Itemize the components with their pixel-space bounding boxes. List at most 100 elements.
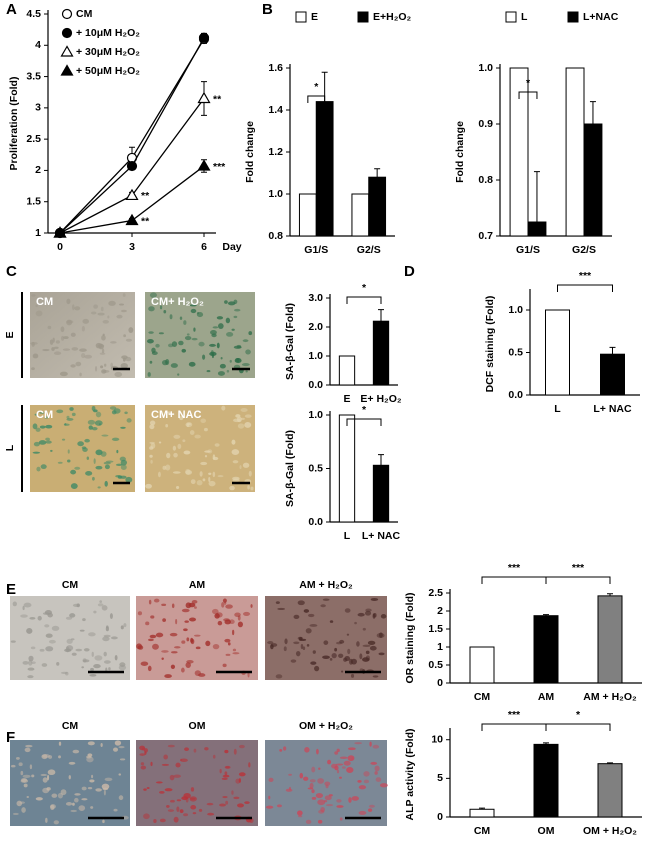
texture-dot bbox=[231, 449, 240, 456]
texture-dot bbox=[19, 801, 25, 804]
texture-dot bbox=[114, 654, 118, 661]
texture-dot bbox=[10, 640, 16, 643]
texture-dot bbox=[343, 760, 351, 766]
texture-dot bbox=[75, 648, 83, 652]
texture-dot bbox=[104, 480, 108, 487]
texture-dot bbox=[193, 634, 201, 637]
texture-dot bbox=[81, 786, 87, 791]
texture-dot bbox=[268, 777, 274, 782]
texture-dot bbox=[103, 789, 106, 796]
texture-dot bbox=[276, 804, 282, 808]
texture-dot bbox=[140, 765, 147, 770]
texture-dot bbox=[216, 342, 220, 349]
texture-dot bbox=[205, 640, 211, 647]
texture-dot bbox=[166, 804, 170, 808]
texture-dot bbox=[192, 812, 197, 815]
texture-dot bbox=[295, 651, 301, 657]
texture-dot bbox=[84, 438, 90, 443]
texture-dot bbox=[173, 816, 179, 823]
micrograph bbox=[136, 740, 258, 826]
texture-dot bbox=[90, 311, 97, 315]
texture-dot bbox=[183, 450, 191, 455]
texture-dot bbox=[339, 756, 348, 760]
texture-dot bbox=[66, 415, 70, 419]
significance-label: * bbox=[362, 404, 367, 416]
texture-dot bbox=[170, 363, 178, 368]
texture-dot bbox=[119, 758, 126, 761]
texture-dot bbox=[224, 300, 228, 304]
texture-dot bbox=[200, 461, 208, 466]
texture-dot bbox=[157, 471, 161, 478]
y-tick-label: 2.5 bbox=[428, 587, 443, 599]
texture-dot bbox=[100, 306, 104, 312]
texture-dot bbox=[219, 803, 226, 807]
texture-dot bbox=[237, 621, 243, 628]
texture-dot bbox=[224, 619, 232, 625]
texture-dot bbox=[344, 608, 351, 613]
texture-dot bbox=[179, 316, 183, 320]
texture-dot bbox=[317, 819, 323, 824]
texture-dot bbox=[62, 348, 71, 351]
texture-dot bbox=[40, 464, 47, 470]
panel-label: F bbox=[6, 729, 15, 746]
texture-dot bbox=[70, 364, 76, 368]
legend-marker bbox=[61, 27, 73, 39]
texture-dot bbox=[356, 641, 360, 647]
texture-dot bbox=[93, 458, 96, 464]
texture-dot bbox=[108, 667, 111, 671]
texture-dot bbox=[194, 434, 201, 439]
micrograph-title: CM bbox=[62, 720, 79, 732]
texture-dot bbox=[23, 602, 32, 608]
y-tick-label: 2 bbox=[437, 605, 443, 617]
texture-dot bbox=[204, 747, 209, 751]
texture-dot bbox=[82, 618, 86, 622]
texture-dot bbox=[48, 639, 56, 644]
texture-dot bbox=[190, 308, 197, 314]
texture-dot bbox=[318, 767, 321, 770]
texture-dot bbox=[53, 820, 60, 825]
texture-dot bbox=[71, 412, 76, 417]
bar bbox=[597, 763, 623, 818]
texture-dot bbox=[179, 809, 184, 814]
y-axis-label: Fold change bbox=[244, 121, 256, 183]
bar bbox=[368, 176, 387, 237]
texture-dot bbox=[225, 604, 233, 609]
texture-dot bbox=[183, 792, 191, 799]
texture-dot bbox=[346, 767, 354, 773]
texture-dot bbox=[320, 807, 325, 813]
texture-dot bbox=[116, 449, 119, 454]
texture-dot bbox=[354, 742, 363, 745]
significance-label: ** bbox=[141, 190, 150, 202]
texture-dot bbox=[65, 616, 73, 620]
texture-dot bbox=[182, 439, 186, 443]
texture-dot bbox=[98, 423, 101, 426]
texture-dot bbox=[306, 643, 310, 647]
significance-bracket bbox=[545, 723, 611, 731]
texture-dot bbox=[232, 652, 240, 655]
texture-dot bbox=[28, 655, 34, 662]
texture-dot bbox=[155, 632, 164, 638]
texture-dot bbox=[328, 794, 333, 797]
x-tick-label: G1/S bbox=[516, 244, 540, 256]
texture-dot bbox=[184, 747, 189, 751]
texture-dot bbox=[372, 744, 380, 749]
bar bbox=[545, 309, 570, 396]
texture-dot bbox=[30, 646, 36, 650]
texture-dot bbox=[248, 762, 251, 768]
texture-dot bbox=[196, 312, 204, 318]
texture-dot bbox=[70, 638, 75, 641]
y-tick-label: 3.5 bbox=[26, 70, 41, 82]
texture-dot bbox=[193, 748, 197, 753]
y-axis-label: Proliferation (Fold) bbox=[8, 77, 20, 171]
texture-dot bbox=[39, 648, 45, 652]
legend-swatch bbox=[505, 11, 517, 23]
texture-dot bbox=[229, 359, 232, 363]
texture-dot bbox=[104, 777, 113, 782]
texture-dot bbox=[123, 623, 127, 628]
texture-dot bbox=[232, 460, 239, 464]
texture-dot bbox=[339, 776, 342, 779]
significance-label: *** bbox=[508, 709, 521, 721]
y-tick-label: 2.0 bbox=[308, 321, 323, 333]
texture-dot bbox=[163, 310, 167, 314]
texture-dot bbox=[244, 422, 252, 428]
